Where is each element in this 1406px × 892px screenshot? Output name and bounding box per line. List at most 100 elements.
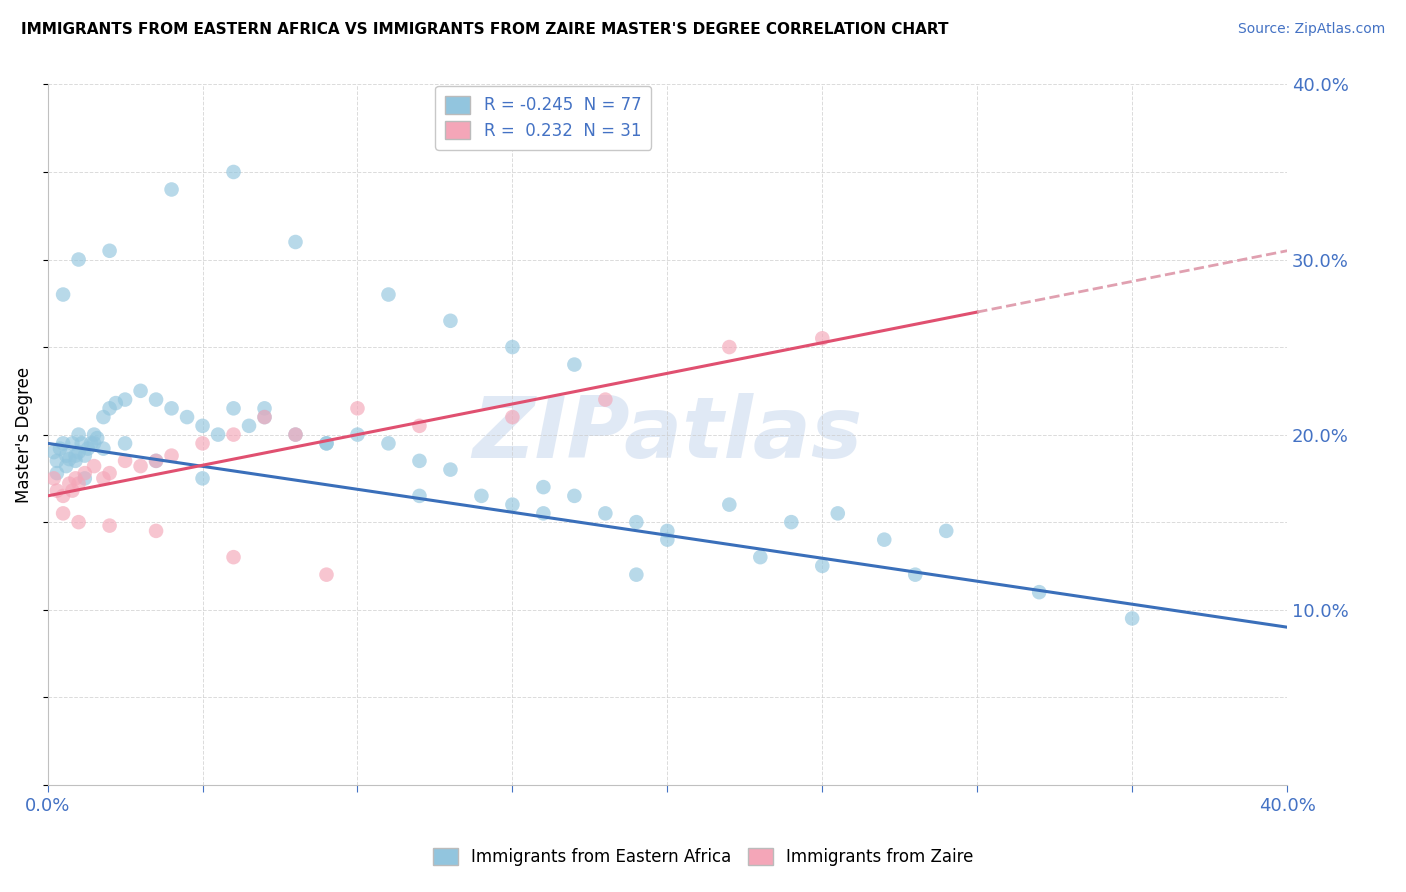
Point — [811, 331, 834, 345]
Point — [67, 252, 90, 267]
Text: IMMIGRANTS FROM EASTERN AFRICA VS IMMIGRANTS FROM ZAIRE MASTER'S DEGREE CORRELAT: IMMIGRANTS FROM EASTERN AFRICA VS IMMIGR… — [21, 22, 949, 37]
Y-axis label: Master's Degree: Master's Degree — [15, 367, 32, 503]
Point — [65, 454, 87, 468]
Point — [73, 466, 96, 480]
Point — [93, 442, 115, 456]
Point — [73, 471, 96, 485]
Point — [827, 507, 849, 521]
Text: Source: ZipAtlas.com: Source: ZipAtlas.com — [1237, 22, 1385, 37]
Point — [904, 567, 927, 582]
Point — [564, 358, 586, 372]
Legend: Immigrants from Eastern Africa, Immigrants from Zaire: Immigrants from Eastern Africa, Immigran… — [426, 841, 980, 873]
Point — [408, 418, 430, 433]
Point — [749, 550, 772, 565]
Point — [145, 454, 167, 468]
Point — [83, 436, 105, 450]
Point — [67, 445, 90, 459]
Point — [60, 483, 83, 498]
Point — [718, 498, 741, 512]
Point — [191, 471, 214, 485]
Point — [1121, 611, 1143, 625]
Point — [935, 524, 957, 538]
Point — [114, 392, 136, 407]
Point — [253, 410, 276, 425]
Point — [52, 287, 75, 301]
Point — [284, 427, 307, 442]
Point — [52, 489, 75, 503]
Point — [45, 466, 67, 480]
Point — [65, 449, 87, 463]
Point — [70, 436, 93, 450]
Point — [191, 436, 214, 450]
Point — [873, 533, 896, 547]
Point — [439, 462, 461, 476]
Point — [160, 449, 183, 463]
Point — [49, 442, 72, 456]
Point — [595, 507, 617, 521]
Point — [93, 410, 115, 425]
Point — [657, 524, 679, 538]
Point — [811, 558, 834, 573]
Point — [98, 518, 121, 533]
Point — [129, 384, 152, 398]
Point — [145, 392, 167, 407]
Point — [315, 436, 337, 450]
Point — [222, 165, 245, 179]
Point — [626, 515, 648, 529]
Point — [145, 524, 167, 538]
Point — [207, 427, 229, 442]
Point — [222, 401, 245, 416]
Point — [780, 515, 803, 529]
Point — [284, 427, 307, 442]
Point — [315, 436, 337, 450]
Point — [595, 392, 617, 407]
Point — [58, 452, 80, 467]
Point — [52, 507, 75, 521]
Point — [98, 466, 121, 480]
Point — [114, 436, 136, 450]
Point — [45, 483, 67, 498]
Point — [67, 476, 90, 491]
Point — [501, 410, 523, 425]
Point — [222, 550, 245, 565]
Legend: R = -0.245  N = 77, R =  0.232  N = 31: R = -0.245 N = 77, R = 0.232 N = 31 — [436, 86, 651, 150]
Point — [501, 340, 523, 354]
Point — [531, 507, 554, 521]
Point — [176, 410, 198, 425]
Point — [315, 567, 337, 582]
Point — [55, 449, 77, 463]
Point — [531, 480, 554, 494]
Point — [284, 235, 307, 249]
Point — [222, 427, 245, 442]
Point — [377, 287, 399, 301]
Point — [93, 471, 115, 485]
Point — [77, 442, 100, 456]
Point — [129, 459, 152, 474]
Point — [346, 427, 368, 442]
Point — [42, 445, 65, 459]
Point — [253, 401, 276, 416]
Point — [114, 454, 136, 468]
Point — [45, 454, 67, 468]
Point — [67, 515, 90, 529]
Point — [1028, 585, 1050, 599]
Point — [80, 436, 103, 450]
Point — [408, 454, 430, 468]
Point — [83, 427, 105, 442]
Point — [98, 401, 121, 416]
Point — [718, 340, 741, 354]
Point — [408, 489, 430, 503]
Point — [60, 436, 83, 450]
Point — [657, 533, 679, 547]
Text: ZIPatlas: ZIPatlas — [472, 393, 862, 476]
Point — [501, 498, 523, 512]
Point — [626, 567, 648, 582]
Point — [65, 471, 87, 485]
Point — [346, 401, 368, 416]
Point — [439, 314, 461, 328]
Point — [191, 418, 214, 433]
Point — [564, 489, 586, 503]
Point — [253, 410, 276, 425]
Point — [160, 401, 183, 416]
Point — [86, 431, 108, 445]
